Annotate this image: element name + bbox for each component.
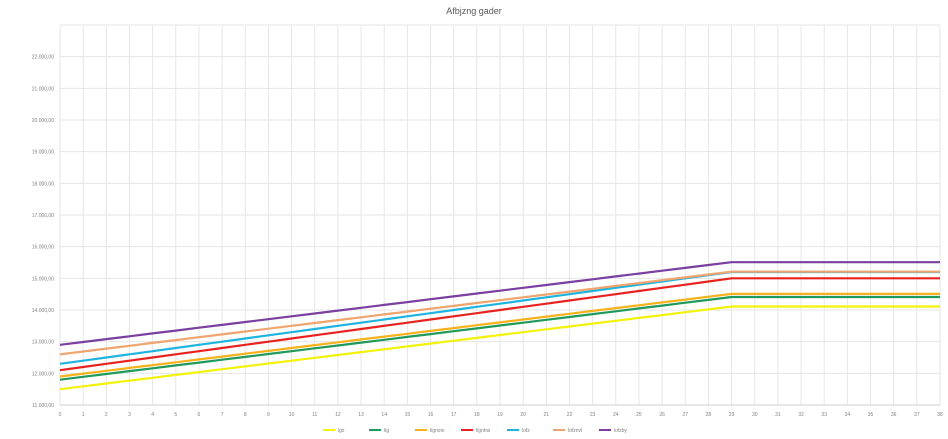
x-tick-label: 4 [151,412,154,418]
x-tick-label: 17 [451,412,457,418]
x-tick-label: 1 [82,412,85,418]
x-tick-label: 3 [128,412,131,418]
legend-label-lignhsi: lignhsi [476,428,490,434]
x-tick-label: 21 [544,412,550,418]
x-tick-label: 12 [335,412,341,418]
y-tick-label: 21.000,00 [32,86,54,92]
x-tick-label: 28 [706,412,712,418]
chart-title: Afbjzng gader [446,6,502,16]
y-tick-label: 13.000,00 [32,340,54,346]
y-tick-label: 15.000,00 [32,276,54,282]
y-tick-label: 20.000,00 [32,118,54,124]
y-tick-label: 12.000,00 [32,371,54,377]
x-tick-label: 9 [267,412,270,418]
legend-label-lgs: lgs [338,428,345,434]
x-tick-label: 23 [590,412,596,418]
legend-label-lignoni: lignoni [430,428,444,434]
y-tick-label: 22.000,00 [32,55,54,61]
x-tick-label: 16 [428,412,434,418]
series-line-lofzby [59,261,940,346]
x-tick-label: 32 [798,412,804,418]
x-tick-label: 0 [59,412,62,418]
x-tick-label: 35 [868,412,874,418]
y-tick-label: 17.000,00 [32,213,54,219]
y-tick-label: 18.000,00 [32,181,54,187]
legend-label-lofz: lofz [522,428,530,434]
legend-label-lofznvl: lofznvl [568,428,582,434]
x-tick-label: 6 [198,412,201,418]
y-tick-label: 14.000,00 [32,308,54,314]
x-tick-label: 10 [289,412,295,418]
x-tick-label: 2 [105,412,108,418]
x-tick-label: 15 [405,412,411,418]
x-tick-label: 34 [845,412,851,418]
x-tick-label: 25 [636,412,642,418]
x-tick-label: 24 [613,412,619,418]
series-line-lgs [59,305,940,391]
x-tick-label: 18 [474,412,480,418]
x-tick-label: 37 [914,412,920,418]
x-tick-label: 8 [244,412,247,418]
y-tick-label: 19.000,00 [32,150,54,156]
series-line-lignoni [59,292,940,378]
x-tick-label: 29 [729,412,735,418]
x-tick-label: 33 [821,412,827,418]
series-line-lignhsi [59,277,940,372]
x-tick-label: 14 [381,412,387,418]
legend-label-lofzby: lofzby [614,428,628,434]
x-tick-label: 13 [358,412,364,418]
y-tick-label: 11.000,00 [32,403,54,409]
x-tick-label: 11 [312,412,317,418]
y-tick-label: 16.000,00 [32,245,54,251]
x-tick-label: 26 [659,412,665,418]
x-tick-label: 19 [497,412,503,418]
x-tick-label: 7 [221,412,224,418]
x-tick-label: 36 [891,412,897,418]
x-tick-label: 38 [937,412,943,418]
x-tick-label: 5 [174,412,177,418]
series-line-lofznvl [59,270,940,356]
x-tick-label: 27 [682,412,688,418]
x-tick-label: 31 [775,412,781,418]
x-tick-label: 30 [752,412,758,418]
legend-label-lig: lig [384,428,389,434]
x-tick-label: 22 [567,412,573,418]
x-tick-label: 20 [520,412,526,418]
series-line-lig [59,295,940,381]
